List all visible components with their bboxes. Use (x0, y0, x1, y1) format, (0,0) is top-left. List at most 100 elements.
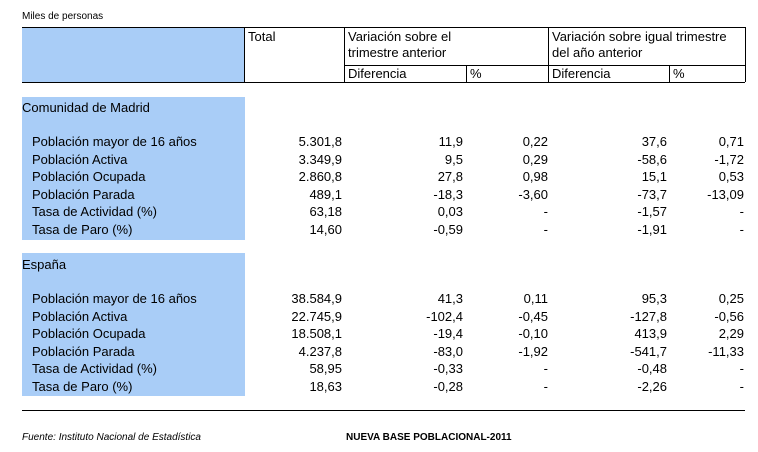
row-value: -13,09 (707, 186, 744, 202)
header-var-prev-line2: trimestre anterior (348, 45, 447, 60)
header-var-year-line1: Variación sobre igual trimestre (552, 29, 727, 44)
table-row: Población Parada 4.237,8 -83,0 -1,92 -541,7 -… (0, 343, 758, 360)
header-divider (548, 27, 549, 82)
row-value: 413,9 (634, 326, 667, 342)
section-label-background (22, 97, 245, 240)
row-value: -2,26 (637, 379, 667, 394)
row-label: Tasa de Paro (%) (32, 222, 133, 237)
row-label: Población Ocupada (32, 326, 146, 342)
section-title: Comunidad de Madrid (22, 100, 150, 115)
row-value: 0,98 (522, 169, 548, 185)
row-value: - (739, 379, 744, 394)
row-value: 489,1 (309, 186, 342, 202)
header-mid-border (345, 65, 745, 66)
table-row: Tasa de Actividad (%) 63,18 0,03 - -1,57 - (0, 203, 758, 220)
row-value: -83,0 (433, 343, 463, 359)
row-value: -0,10 (518, 326, 548, 342)
row-value: - (543, 379, 548, 394)
row-value: 0,11 (523, 291, 548, 306)
row-value: -127,8 (630, 308, 667, 324)
table-row: Población Parada 489,1 -18,3 -3,60 -73,7 -13,… (0, 186, 758, 203)
row-value: - (739, 222, 744, 237)
footer-note: NUEVA BASE POBLACIONAL-2011 (346, 432, 512, 443)
table-row: Población mayor de 16 años 38.584,9 41,3 0,… (0, 290, 758, 307)
table-row: Población Activa 22.745,9 -102,4 -0,45 -127,… (0, 308, 758, 325)
row-value: -0,45 (518, 308, 548, 324)
table-bottom-border (22, 410, 745, 411)
row-value: 0,29 (522, 151, 548, 167)
units-caption: Miles de personas (22, 11, 104, 22)
row-value: 95,3 (641, 291, 667, 306)
header-total: Total (248, 29, 276, 44)
row-value: 3.349,9 (298, 151, 342, 167)
row-value: -0,59 (433, 222, 463, 237)
row-value: -0,33 (433, 361, 463, 377)
row-value: 2.860,8 (298, 169, 342, 185)
row-value: 27,8 (437, 169, 463, 185)
row-value: 15,1 (641, 169, 667, 185)
row-value: 0,71 (718, 134, 744, 149)
row-value: -102,4 (426, 308, 463, 324)
footer-source: Fuente: Instituto Nacional de Estadístic… (22, 432, 201, 443)
row-label: Población mayor de 16 años (32, 134, 197, 149)
row-value: -541,7 (630, 343, 667, 359)
header-divider (244, 27, 245, 82)
row-value: - (739, 204, 744, 220)
table-row: Población Activa 3.349,9 9,5 0,29 -58,6 -1,72 (0, 151, 758, 168)
row-label: Población Parada (32, 343, 135, 359)
row-value: -18,3 (433, 186, 463, 202)
row-value: -19,4 (433, 326, 463, 342)
row-label: Población Ocupada (32, 169, 146, 185)
row-value: -3,60 (518, 186, 548, 202)
header-divider (745, 27, 746, 82)
row-value: 9,5 (444, 151, 463, 167)
row-value: -73,7 (637, 186, 667, 202)
row-value: -11,33 (708, 343, 744, 359)
header-divider (466, 65, 467, 82)
header-diferencia-prev: Diferencia (348, 66, 407, 81)
table-row: Tasa de Paro (%) 18,63 -0,28 - -2,26 - (0, 378, 758, 395)
row-value: -58,6 (637, 151, 667, 167)
header-percent-prev: % (470, 66, 482, 81)
row-value: -1,91 (637, 222, 667, 237)
row-label: Tasa de Actividad (%) (32, 204, 158, 220)
row-label: Tasa de Actividad (%) (32, 361, 158, 377)
section-title: España (22, 257, 67, 272)
row-label: Población mayor de 16 años (32, 291, 197, 306)
section-label-background (22, 253, 245, 396)
header-background (22, 27, 244, 82)
row-value: 0,25 (718, 291, 744, 306)
table-row: Tasa de Actividad (%) 58,95 -0,33 - -0,48 - (0, 360, 758, 377)
header-var-prev-line1: Variación sobre el (348, 29, 452, 44)
row-value: 18.508,1 (291, 326, 342, 342)
row-value: -1,92 (518, 343, 548, 359)
row-value: 4.237,8 (298, 343, 342, 359)
row-label: Población Parada (32, 186, 135, 202)
row-value: 2,29 (718, 326, 744, 342)
row-value: 0,53 (718, 169, 744, 185)
header-bottom-border (22, 82, 745, 83)
row-value: 22.745,9 (291, 308, 342, 324)
row-value: -1,57 (637, 204, 667, 220)
table-row: Población Ocupada 18.508,1 -19,4 -0,10 413,9… (0, 325, 758, 342)
row-label: Población Activa (32, 308, 128, 324)
table-row: Tasa de Paro (%) 14,60 -0,59 - -1,91 - (0, 221, 758, 238)
row-value: 11,9 (438, 134, 463, 149)
row-value: -1,72 (714, 151, 744, 167)
row-label: Población Activa (32, 151, 128, 167)
row-value: 37,6 (641, 134, 667, 149)
row-value: -0,28 (433, 379, 463, 394)
row-value: 38.584,9 (291, 291, 342, 306)
row-value: 41,3 (437, 291, 463, 306)
header-divider (669, 65, 670, 82)
row-value: - (543, 222, 548, 237)
row-value: - (543, 204, 548, 220)
header-diferencia-year: Diferencia (552, 66, 611, 81)
header-percent-year: % (673, 66, 685, 81)
table-row: Población mayor de 16 años 5.301,8 11,9 0,2… (0, 133, 758, 150)
table-row: Población Ocupada 2.860,8 27,8 0,98 15,1 0,53 (0, 168, 758, 185)
row-value: - (543, 361, 548, 377)
row-value: 18,63 (309, 379, 342, 394)
row-value: - (739, 361, 744, 377)
row-value: 14,60 (309, 222, 342, 237)
